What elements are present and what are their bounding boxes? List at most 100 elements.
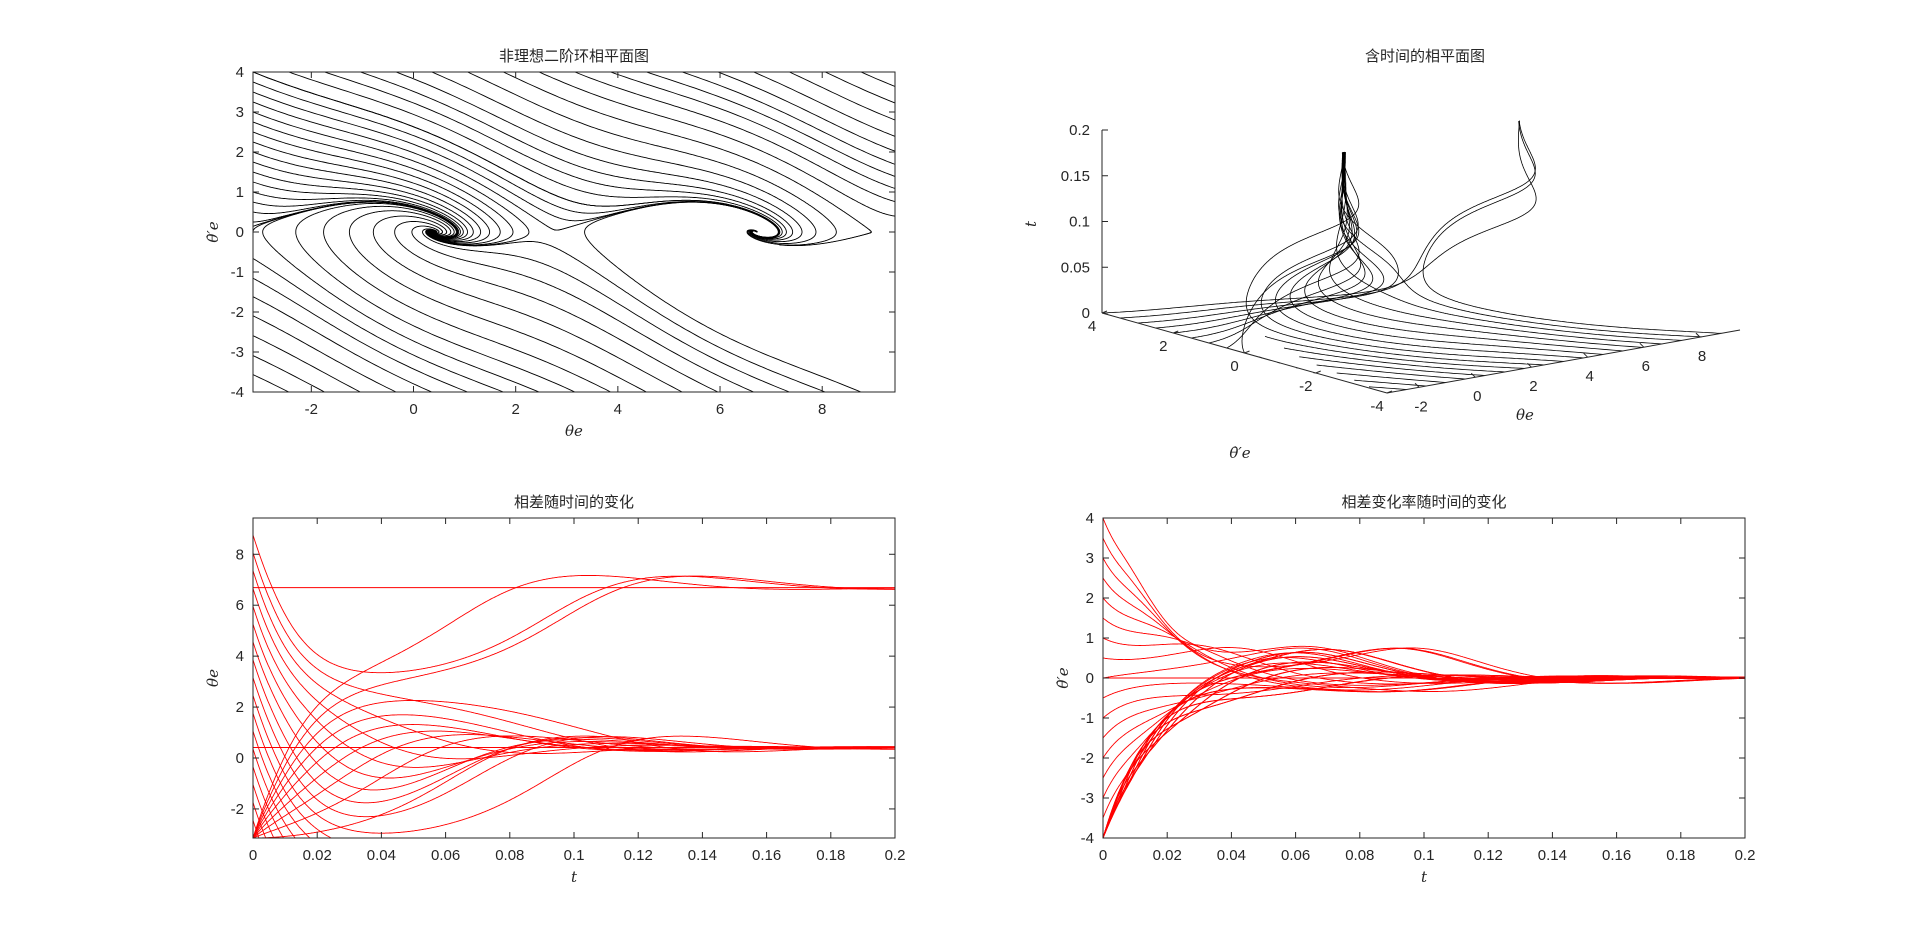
phase3d-ytick-label: -4 — [1370, 398, 1383, 415]
phase-ytick-label: 2 — [236, 144, 244, 161]
phase-trajectory — [253, 374, 289, 392]
phase3d-axes: -2 0 2 4 6 8 4 2 0 -2 -4 0 0.05 0.1 0.15 0.2 — [1061, 122, 1741, 415]
rate-time-xtick-label: 0.02 — [1153, 847, 1182, 864]
theta-time-curves — [253, 534, 895, 838]
phase3d-ytick-label: -2 — [1299, 378, 1312, 395]
theta-time-ytick-label: -2 — [231, 801, 244, 818]
phase-trajectory — [253, 311, 254, 312]
phase-trajectory — [394, 221, 719, 392]
rate-time-xtick-label: 0.06 — [1281, 847, 1310, 864]
phase-trajectory — [348, 210, 647, 392]
phase3d-trajectory — [1101, 120, 1537, 314]
rate-time-xtick-label: 0.18 — [1666, 847, 1695, 864]
theta-time-xtick-label: 0 — [249, 847, 257, 864]
phase-trajectory — [422, 228, 790, 392]
phase3d-ytick-label: 4 — [1088, 318, 1096, 335]
rate-time-curve — [1103, 597, 1745, 689]
phase3d-trajectory — [1208, 152, 1362, 344]
phase3d-trajectory — [1260, 151, 1565, 362]
phase3d-trajectory — [1336, 152, 1683, 341]
rate-time-xtick-label: 0.12 — [1474, 847, 1503, 864]
rate-time-curve — [1103, 674, 1745, 838]
phase-xlabel: θe — [565, 422, 583, 440]
rate-time-ytick-label: -3 — [1081, 790, 1094, 807]
phase-xtick-label: 8 — [818, 401, 826, 418]
theta-time-curve — [253, 730, 311, 838]
rate-time-ytick-label: 0 — [1086, 670, 1094, 687]
rate-time-ytick-label: -1 — [1081, 710, 1094, 727]
phase-trajectory — [584, 201, 862, 392]
phase-ytick-label: 4 — [236, 64, 244, 81]
phase3d-trajectory — [1336, 372, 1447, 383]
phase3d-xtick-label: 2 — [1529, 378, 1537, 395]
phase3d-zlabel: t — [1022, 220, 1040, 227]
rate-time-curves — [1103, 518, 1745, 838]
rate-time-xtick-label: 0.16 — [1602, 847, 1631, 864]
rate-time-ytick-label: 1 — [1086, 630, 1094, 647]
theta-time-ytick-label: 2 — [236, 699, 244, 716]
theta-time-curve — [253, 735, 895, 838]
rate-time-curve — [1103, 675, 1745, 838]
theta-time-curve — [253, 534, 895, 674]
phase-trajectory — [288, 72, 783, 239]
rate-time-ytick-label: -4 — [1081, 830, 1094, 847]
rate-time-curve — [1103, 667, 1745, 838]
theta-time-ytick-label: 6 — [236, 597, 244, 614]
phase3d-xtick-label: 8 — [1698, 348, 1706, 365]
theta-time-xtick-label: 0.12 — [624, 847, 653, 864]
theta-time-xtick-label: 0.14 — [688, 847, 717, 864]
phase-ytick-label: -2 — [231, 304, 244, 321]
rate-time-xtick-label: 0.14 — [1538, 847, 1567, 864]
rate-time-curve — [1103, 662, 1745, 779]
phase3d-ztick-label: 0 — [1082, 305, 1090, 322]
phase3d-curves — [1101, 120, 1722, 390]
phase-trajectory — [253, 161, 474, 241]
phase-ytick-label: -1 — [231, 264, 244, 281]
rate-time-xtick-label: 0.04 — [1217, 847, 1246, 864]
phase3d-ytick-mark — [1173, 330, 1179, 334]
phase3d-xtick-label: -2 — [1414, 398, 1427, 415]
phase-trajectory — [646, 72, 895, 177]
phase3d-ytick-mark — [1386, 390, 1393, 394]
phase-trajectory — [789, 72, 895, 121]
phase-trajectory — [253, 301, 254, 302]
phase-trajectory — [253, 296, 432, 392]
theta-time-xtick-label: 0.08 — [495, 847, 524, 864]
phase3d-trajectory — [1316, 364, 1466, 380]
phase-trajectory — [681, 72, 895, 165]
phase3d-xlabel: θe — [1516, 406, 1534, 424]
phase-xtick-label: 0 — [409, 401, 417, 418]
phase-trajectory — [253, 355, 325, 392]
phase-trajectory — [253, 251, 254, 252]
phase-plot: -2 0 2 4 6 8 -4 -3 -2 -1 0 1 2 3 4 非理想二阶环相平面图 θe θ̇′e — [204, 47, 896, 440]
phase3d-ytick-mark — [1244, 350, 1250, 354]
rate-time-curve — [1103, 675, 1745, 838]
theta-time-curve — [253, 659, 895, 804]
phase-trajectory — [253, 321, 254, 322]
theta-time-xtick-label: 0.1 — [564, 847, 585, 864]
phase3d-trajectory — [1137, 151, 1399, 324]
rate-time-xtick-label: 0.2 — [1735, 847, 1756, 864]
phase3d-trajectory — [1304, 152, 1624, 352]
phase3d-xtick-label: 0 — [1473, 388, 1481, 405]
theta-time-ticks: 0 0.02 0.04 0.06 0.08 0.1 0.12 0.14 0.16 0.18 0.2 -… — [231, 518, 906, 864]
phase-trajectory — [262, 201, 540, 392]
theta-time-xtick-label: 0.18 — [816, 847, 845, 864]
rate-time-curve — [1103, 537, 1745, 684]
phase-trajectory — [431, 72, 817, 244]
phase-trajectory — [253, 291, 254, 292]
phase3d-trajectory — [1289, 152, 1604, 355]
rate-time-curve — [1103, 674, 1745, 838]
phase3d-trajectory — [1119, 121, 1536, 319]
theta-time-xtick-label: 0.2 — [885, 847, 906, 864]
phase3d-xtick-mark — [1470, 372, 1476, 378]
theta-time-curve — [253, 575, 895, 838]
theta-time-curve — [253, 588, 895, 760]
phase3d-trajectory — [1264, 336, 1525, 369]
phase3d-xtick-mark — [1639, 342, 1645, 348]
phase-trajectory — [372, 215, 683, 392]
rate-time-ylabel: θ̇′e — [1054, 667, 1072, 688]
phase3d-trajectory — [1245, 152, 1545, 366]
theta-time-frame — [252, 517, 896, 839]
rate-time-curve — [1103, 656, 1745, 838]
